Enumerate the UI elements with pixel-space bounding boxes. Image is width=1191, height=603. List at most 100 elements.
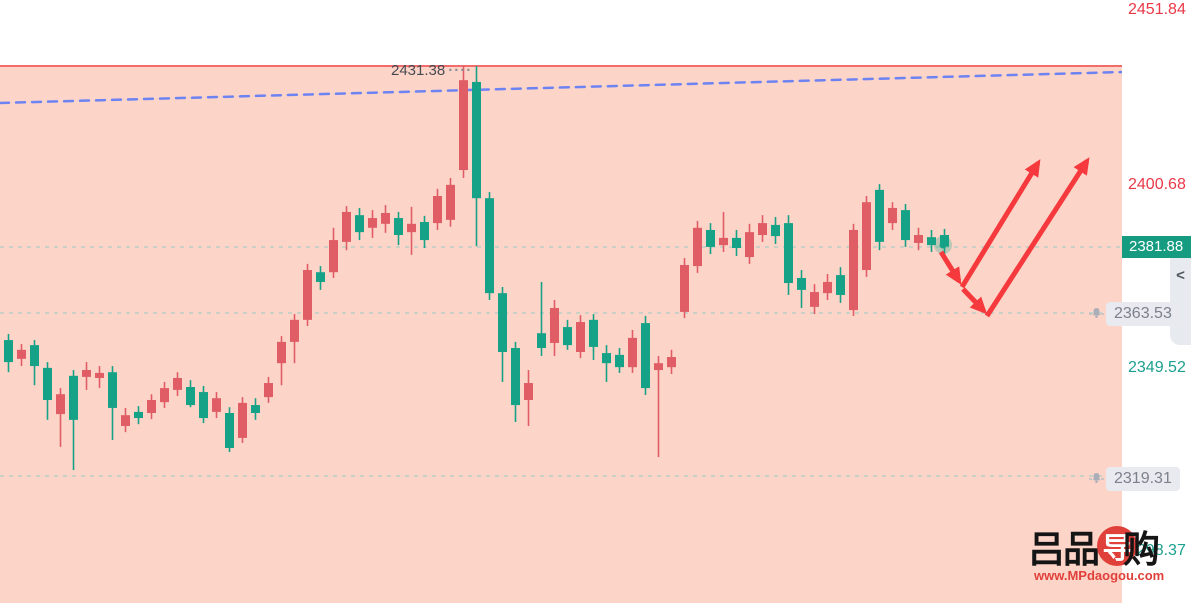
candle	[550, 300, 559, 356]
candle	[407, 206, 416, 255]
candle	[706, 223, 715, 255]
price-alert-badge[interactable]: 2363.53	[1106, 302, 1180, 326]
candle	[693, 220, 702, 273]
watermark-text-right: 购	[1123, 528, 1160, 571]
candle	[914, 227, 923, 251]
candle	[888, 202, 897, 230]
collapse-panel-tab[interactable]: <	[1170, 250, 1191, 345]
candle	[277, 336, 286, 386]
candle	[810, 284, 819, 315]
candle	[940, 228, 949, 255]
price-axis-label: 2400.68	[1128, 176, 1186, 193]
candle	[498, 287, 507, 382]
candle	[290, 314, 299, 364]
watermark-url: www.MPdaogou.com	[1034, 568, 1165, 583]
high-price-value: 2431.38	[391, 62, 446, 79]
candle	[719, 211, 728, 252]
candle	[875, 184, 884, 251]
alert-bell-icon	[1089, 471, 1104, 491]
candle	[17, 344, 26, 367]
candle	[303, 263, 312, 326]
candle	[615, 348, 624, 373]
watermark-text-left: 吕品	[1028, 528, 1100, 571]
candle	[43, 362, 52, 420]
candle	[446, 177, 455, 227]
candle	[927, 229, 936, 252]
candle	[160, 381, 169, 408]
candle	[485, 192, 494, 300]
price-level-lines[interactable]	[0, 65, 1122, 477]
candle	[433, 188, 442, 230]
candle	[186, 380, 195, 408]
candle	[82, 362, 91, 390]
candle	[589, 314, 598, 360]
candle	[420, 215, 429, 249]
candle	[771, 216, 780, 245]
candle	[30, 340, 39, 386]
arrow-annotation[interactable]	[938, 250, 962, 285]
candle	[134, 406, 143, 425]
candle	[641, 315, 650, 395]
high-price-label: 2431.38 ····	[391, 62, 472, 79]
candle	[654, 355, 663, 458]
candle	[823, 274, 832, 300]
candle	[836, 267, 845, 303]
watermark-circle-logo: 导	[1097, 526, 1137, 566]
candle	[758, 215, 767, 242]
candle	[173, 372, 182, 397]
current-price-badge: 2381.88	[1122, 236, 1191, 258]
high-price-dots: ····	[448, 62, 473, 79]
price-axis-label: 2451.84	[1128, 1, 1186, 18]
watermark-logo: 吕品 导 购	[1028, 525, 1184, 571]
candle	[849, 223, 858, 316]
candle	[56, 388, 65, 447]
candle	[212, 392, 221, 419]
candle	[602, 345, 611, 382]
candle	[69, 370, 78, 471]
price-axis-label: 2298.37	[1128, 542, 1186, 559]
candle	[4, 333, 13, 373]
candle	[368, 210, 377, 238]
candle	[472, 66, 481, 247]
candle	[238, 397, 247, 443]
candle	[355, 207, 364, 241]
watermark: 吕品 导 购 www.MPdaogou.com	[1028, 525, 1184, 583]
candle	[95, 366, 104, 389]
candle	[329, 227, 338, 278]
candles	[4, 66, 949, 471]
candle	[459, 66, 468, 178]
candle	[745, 223, 754, 264]
candle	[784, 215, 793, 295]
candle	[732, 229, 741, 256]
price-axis-label: 2349.52	[1128, 359, 1186, 376]
candle	[901, 203, 910, 247]
candle	[628, 329, 637, 373]
candle	[251, 398, 260, 420]
candle	[576, 315, 585, 359]
arrow-annotation[interactable]	[959, 159, 1041, 289]
candle	[381, 205, 390, 233]
candle	[108, 366, 117, 441]
candle	[862, 196, 871, 277]
arrow-annotation[interactable]	[984, 157, 1090, 318]
candle	[511, 341, 520, 423]
trendline-dashed[interactable]	[0, 70, 1122, 105]
candlestick-canvas[interactable]	[0, 0, 1122, 603]
candle	[264, 376, 273, 403]
chart-background-overlay	[0, 66, 1122, 603]
arrow-annotation[interactable]	[961, 287, 988, 315]
trend-arrows[interactable]	[938, 157, 1090, 318]
candle	[147, 394, 156, 420]
candle	[121, 407, 130, 433]
alert-bell-icon	[1089, 306, 1104, 326]
candle	[797, 270, 806, 308]
candle	[537, 281, 546, 356]
candle	[563, 319, 572, 350]
candle	[316, 266, 325, 290]
candle	[342, 206, 351, 251]
candle	[524, 370, 533, 426]
candle	[680, 258, 689, 319]
price-alert-badge[interactable]: 2319.31	[1106, 467, 1180, 491]
candle	[394, 211, 403, 246]
